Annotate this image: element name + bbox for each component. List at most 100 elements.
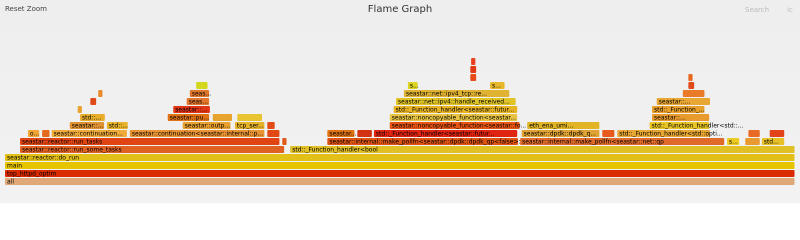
frame-rect[interactable] [98, 90, 103, 97]
frame-rect[interactable] [212, 114, 233, 121]
frame[interactable] [688, 74, 693, 81]
frame[interactable] [98, 90, 103, 97]
frame-label[interactable]: seastar... [329, 130, 356, 137]
frame-rect[interactable] [682, 90, 705, 97]
frame-label[interactable]: seas... [189, 98, 208, 105]
reset-zoom[interactable]: Reset Zoom [5, 5, 47, 13]
frame-label[interactable]: seas... [192, 90, 211, 97]
frame-rect[interactable] [393, 106, 518, 113]
frame[interactable]: seas... [189, 90, 211, 97]
frame-rect[interactable] [267, 130, 280, 137]
frame-rect[interactable] [403, 90, 510, 97]
frame-label[interactable]: s... [410, 82, 419, 89]
frame-rect[interactable] [234, 122, 265, 129]
frame-label[interactable]: seastar::... [72, 122, 104, 129]
frame-rect[interactable] [5, 154, 795, 161]
frame-rect[interactable] [327, 130, 355, 137]
frame-rect[interactable] [470, 74, 477, 81]
frame-label[interactable]: seastar::... [175, 106, 207, 113]
frame[interactable]: seastar::continuation... [51, 130, 127, 137]
frame-rect[interactable] [51, 130, 127, 137]
frame-rect[interactable] [748, 130, 760, 137]
frame[interactable]: seastar::... [173, 106, 210, 113]
frame-label[interactable]: seastar::internal::make_pollfn<seastar::… [329, 138, 528, 145]
frame-rect[interactable] [196, 82, 208, 89]
frame-rect[interactable] [69, 122, 105, 129]
frame[interactable]: seastar... [327, 130, 357, 137]
frame-label[interactable]: s... [492, 82, 501, 89]
frame[interactable]: all [5, 178, 795, 185]
frame-label[interactable]: seastar::... [659, 98, 691, 105]
frame[interactable] [196, 82, 208, 89]
frame-label[interactable]: seastar::noncopyable_function<seastar... [392, 114, 516, 121]
frame[interactable] [42, 130, 50, 137]
frame[interactable] [212, 114, 233, 121]
frame-label[interactable]: s... [729, 138, 738, 145]
frame[interactable]: seastar::internal::make_pollfn<seastar::… [520, 138, 725, 145]
frame-rect[interactable] [652, 106, 705, 113]
frame-label[interactable]: seastar::dpdk::dpdk_q... [524, 130, 597, 137]
frame-rect[interactable] [727, 138, 740, 145]
frame[interactable] [470, 66, 477, 73]
frame[interactable]: std::_Function_handler<std::... [649, 122, 744, 129]
frame[interactable]: tcp_ser... [234, 122, 265, 129]
frame[interactable]: o... [27, 130, 40, 137]
frame-rect[interactable] [186, 98, 210, 105]
frame[interactable]: seastar::internal::make_pollfn<seastar::… [327, 138, 528, 145]
frame-label[interactable]: std::_Function_handler<seastar::futur... [376, 130, 495, 137]
frame[interactable] [90, 98, 97, 105]
frame-rect[interactable] [27, 130, 40, 137]
frame[interactable] [267, 122, 275, 129]
frame[interactable] [470, 74, 477, 81]
frame-rect[interactable] [189, 90, 210, 97]
frame-rect[interactable] [656, 98, 710, 105]
frame[interactable]: seastar::dpdk::dpdk_q... [521, 130, 600, 137]
frame-label[interactable]: top_httpd_optim [7, 170, 56, 177]
frame[interactable] [267, 130, 280, 137]
frame[interactable]: std::... [80, 114, 105, 121]
frame-label[interactable]: seastar::net::ipv4_tcp::re... [406, 90, 487, 97]
frame[interactable]: seastar::noncopyable_function<seastar::f… [389, 122, 527, 129]
frame-rect[interactable] [80, 114, 105, 121]
frame[interactable] [769, 130, 785, 137]
frame[interactable]: std::_Function_handler<seastar::futur... [393, 106, 518, 113]
frame-label[interactable]: std::_Function_handler<std::opti... [619, 130, 722, 137]
frame[interactable] [748, 130, 760, 137]
frame[interactable]: seastar::continuation<seastar::internal:… [129, 130, 265, 137]
frame-rect[interactable] [407, 82, 418, 89]
frame-label[interactable]: seastar::reactor::run_some_tasks [22, 146, 122, 153]
frame[interactable]: seastar::reactor::run_tasks [20, 138, 280, 145]
frame-label[interactable]: seastar::internal::make_pollfn<seastar::… [522, 138, 664, 145]
frame-rect[interactable] [357, 130, 372, 137]
frame[interactable] [237, 114, 263, 121]
frame[interactable]: s... [407, 82, 419, 89]
frame-rect[interactable] [389, 122, 520, 129]
frame[interactable]: std::... [106, 122, 128, 129]
frame-label[interactable]: std::_Function_... [654, 106, 705, 113]
frame-label[interactable]: tcp_ser... [237, 122, 264, 129]
frame[interactable]: s... [727, 138, 740, 145]
frame-label[interactable]: std::... [82, 114, 101, 121]
frame[interactable] [471, 58, 476, 65]
frame[interactable]: seastar::net::ipv4_tcp::re... [403, 90, 510, 97]
search-icon[interactable]: ic [787, 6, 793, 14]
frame-rect[interactable] [527, 122, 600, 129]
frame-rect[interactable] [688, 74, 693, 81]
frame[interactable] [282, 138, 287, 145]
frame[interactable] [602, 130, 615, 137]
frame[interactable]: top_httpd_optim [5, 170, 795, 177]
frame-label[interactable]: all [7, 178, 14, 185]
frame-label[interactable]: main [7, 162, 22, 169]
frame-rect[interactable] [649, 122, 710, 129]
frame-rect[interactable] [5, 170, 795, 177]
frame-label[interactable]: seastar::reactor::do_run [7, 154, 79, 161]
frame-rect[interactable] [602, 130, 615, 137]
frame-label[interactable]: o... [30, 130, 39, 137]
frame[interactable] [77, 106, 82, 113]
frame-rect[interactable] [490, 82, 505, 89]
frame-rect[interactable] [290, 146, 795, 153]
search[interactable]: Search [745, 6, 769, 14]
frame-rect[interactable] [521, 130, 600, 137]
frame-rect[interactable] [106, 122, 128, 129]
frame-rect[interactable] [182, 122, 231, 129]
